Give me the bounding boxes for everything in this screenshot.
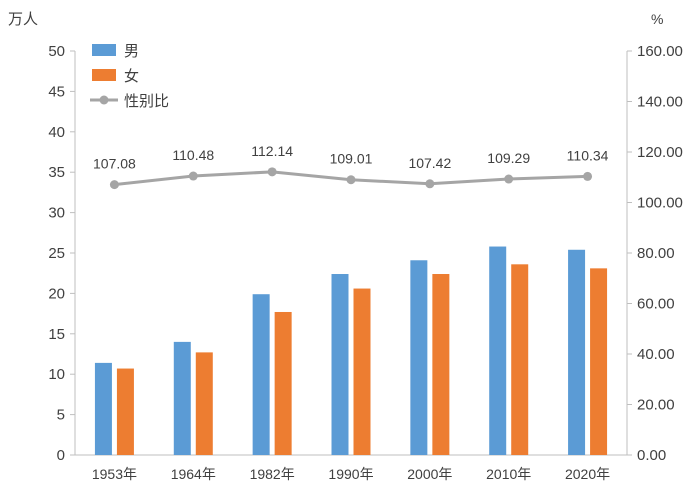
x-tick-label: 2020年	[565, 466, 610, 482]
legend-swatch-1	[92, 69, 116, 81]
legend-marker-icon	[99, 95, 109, 105]
x-tick-label: 1990年	[328, 466, 373, 482]
data-label: 109.01	[330, 151, 373, 167]
sex-ratio-point	[267, 167, 277, 177]
y2-tick-label: 60.00	[637, 296, 675, 313]
y-tick-label: 15	[48, 326, 65, 343]
data-label: 107.42	[408, 155, 451, 171]
y-tick-label: 45	[48, 83, 65, 100]
legend-label: 女	[124, 67, 139, 85]
bar-female	[195, 352, 213, 455]
legend-swatch-0	[92, 44, 116, 56]
data-label: 109.29	[487, 150, 530, 166]
bar-male	[94, 362, 112, 455]
bar-male	[252, 294, 270, 455]
bar-female	[432, 274, 450, 455]
bar-female	[274, 311, 292, 455]
bar-female	[590, 268, 608, 455]
y-tick-label: 35	[48, 164, 65, 181]
x-tick-label: 1953年	[92, 466, 137, 482]
sex-ratio-point	[109, 180, 119, 190]
bar-male	[410, 260, 428, 455]
y2-tick-label: 80.00	[637, 245, 675, 262]
legend-label: 男	[124, 43, 139, 60]
y2-tick-label: 100.00	[637, 195, 683, 212]
x-tick-label: 2010年	[486, 466, 531, 482]
bar-male	[331, 274, 349, 455]
data-label: 107.08	[93, 156, 136, 172]
x-tick-label: 2000年	[407, 466, 452, 482]
bar-female	[511, 264, 529, 455]
y-axis-label: 万人	[8, 11, 38, 28]
y2-tick-label: 160.00	[637, 43, 683, 60]
sex-ratio-point	[425, 179, 435, 189]
data-label: 110.48	[172, 147, 214, 163]
y2-tick-label: 140.00	[637, 94, 683, 111]
sex-ratio-point	[346, 175, 356, 185]
data-label: 112.14	[251, 143, 293, 159]
bar-female	[353, 288, 371, 455]
y-tick-label: 30	[48, 205, 65, 222]
y2-tick-label: 40.00	[637, 346, 675, 363]
y-tick-label: 5	[57, 407, 65, 424]
bar-male	[489, 246, 507, 455]
x-tick-label: 1964年	[171, 466, 216, 482]
y2-axis-label: %	[651, 11, 663, 27]
y2-tick-label: 0.00	[637, 447, 666, 464]
sex-ratio-point	[188, 171, 198, 181]
y2-tick-label: 20.00	[637, 397, 675, 414]
y-tick-label: 0	[57, 447, 65, 464]
y2-tick-label: 120.00	[637, 144, 683, 161]
sex-ratio-point	[504, 174, 514, 184]
y-tick-label: 25	[48, 245, 65, 262]
bar-male	[568, 249, 586, 455]
y-tick-label: 50	[48, 43, 65, 60]
bar-female	[116, 368, 134, 455]
data-label: 110.34	[567, 147, 609, 163]
y-tick-label: 40	[48, 124, 65, 141]
y-tick-label: 10	[48, 366, 65, 383]
x-tick-label: 1982年	[250, 466, 295, 482]
bar-male	[173, 341, 191, 455]
legend-label: 性别比	[124, 93, 169, 110]
y-tick-label: 20	[48, 285, 65, 302]
sex-ratio-point	[583, 171, 593, 181]
